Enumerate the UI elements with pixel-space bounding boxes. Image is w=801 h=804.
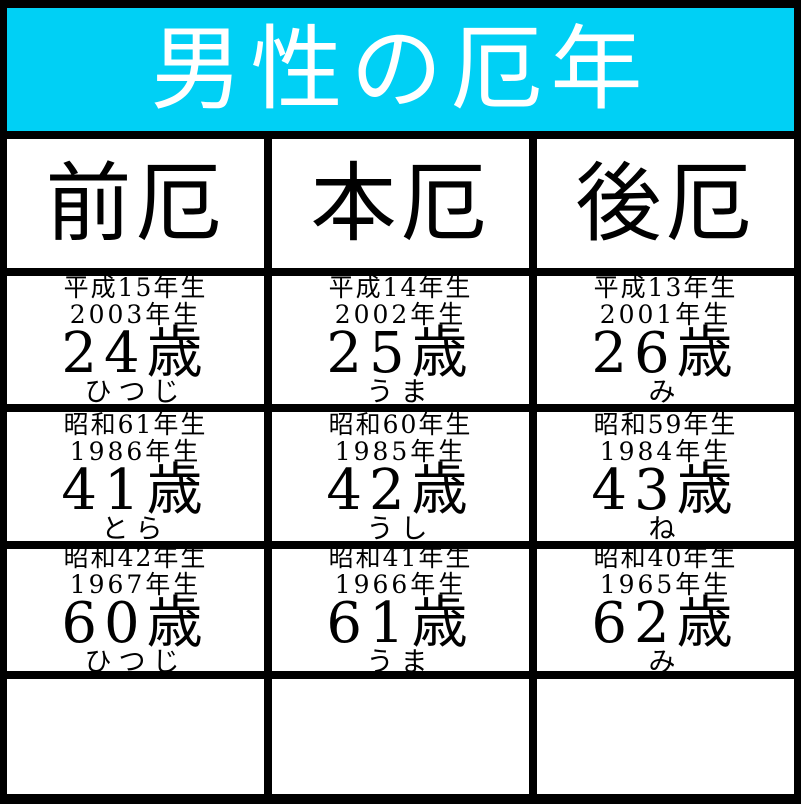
zodiac-label: うま: [366, 377, 435, 404]
year-cell: 平成14年生 2002年生 25歳 うま: [272, 276, 529, 404]
western-year-label: 2003年生: [69, 300, 202, 329]
era-year-label: 昭和61年生: [63, 412, 208, 439]
zodiac-label: み: [648, 377, 683, 404]
western-year-label: 1965年生: [599, 570, 732, 599]
age-label: 61歳: [326, 591, 475, 656]
empty-cell: [272, 679, 529, 794]
zodiac-label: ひつじ: [84, 647, 187, 671]
zodiac-label: ひつじ: [84, 377, 187, 404]
zodiac-label: うま: [366, 647, 435, 671]
year-cell: 昭和41年生 1966年生 61歳 うま: [272, 549, 529, 671]
age-label: 26歳: [591, 321, 740, 386]
year-cell: 平成15年生 2003年生 24歳 ひつじ: [7, 276, 264, 404]
era-year-label: 昭和41年生: [328, 549, 473, 572]
page-title: 男性の厄年: [150, 15, 651, 123]
age-label: 24歳: [61, 321, 210, 386]
western-year-label: 1967年生: [69, 570, 202, 599]
year-cell: 昭和59年生 1984年生 43歳 ね: [537, 412, 794, 541]
age-label: 62歳: [591, 591, 740, 656]
era-year-label: 昭和59年生: [593, 412, 738, 439]
empty-cell: [7, 679, 264, 794]
western-year-label: 1986年生: [69, 436, 202, 466]
year-cell: 昭和40年生 1965年生 62歳 み: [537, 549, 794, 671]
column-header-atoyaku: 後厄: [537, 139, 794, 268]
age-label: 42歳: [326, 457, 475, 523]
column-header-maeyaku: 前厄: [7, 139, 264, 268]
era-year-label: 平成15年生: [63, 276, 208, 302]
era-year-label: 平成13年生: [593, 276, 738, 302]
era-year-label: 昭和60年生: [328, 412, 473, 439]
zodiac-label: み: [648, 647, 683, 671]
era-year-label: 昭和42年生: [63, 549, 208, 572]
title-banner: 男性の厄年: [7, 8, 794, 131]
zodiac-label: うし: [366, 513, 435, 542]
year-cell: 昭和60年生 1985年生 42歳 うし: [272, 412, 529, 541]
year-cell: 昭和61年生 1986年生 41歳 とら: [7, 412, 264, 541]
empty-cell: [537, 679, 794, 794]
year-cell: 平成13年生 2001年生 26歳 み: [537, 276, 794, 404]
year-cell: 昭和42年生 1967年生 60歳 ひつじ: [7, 549, 264, 671]
western-year-label: 2002年生: [334, 300, 467, 329]
age-label: 43歳: [591, 457, 740, 523]
zodiac-label: ね: [648, 513, 683, 542]
western-year-label: 1984年生: [599, 436, 732, 466]
age-label: 60歳: [61, 591, 210, 656]
era-year-label: 昭和40年生: [593, 549, 738, 572]
column-header-honyaku: 本厄: [272, 139, 529, 268]
era-year-label: 平成14年生: [328, 276, 473, 302]
zodiac-label: とら: [101, 513, 170, 542]
western-year-label: 2001年生: [599, 300, 732, 329]
western-year-label: 1985年生: [334, 436, 467, 466]
western-year-label: 1966年生: [334, 570, 467, 599]
age-label: 25歳: [326, 321, 475, 386]
age-label: 41歳: [61, 457, 210, 523]
